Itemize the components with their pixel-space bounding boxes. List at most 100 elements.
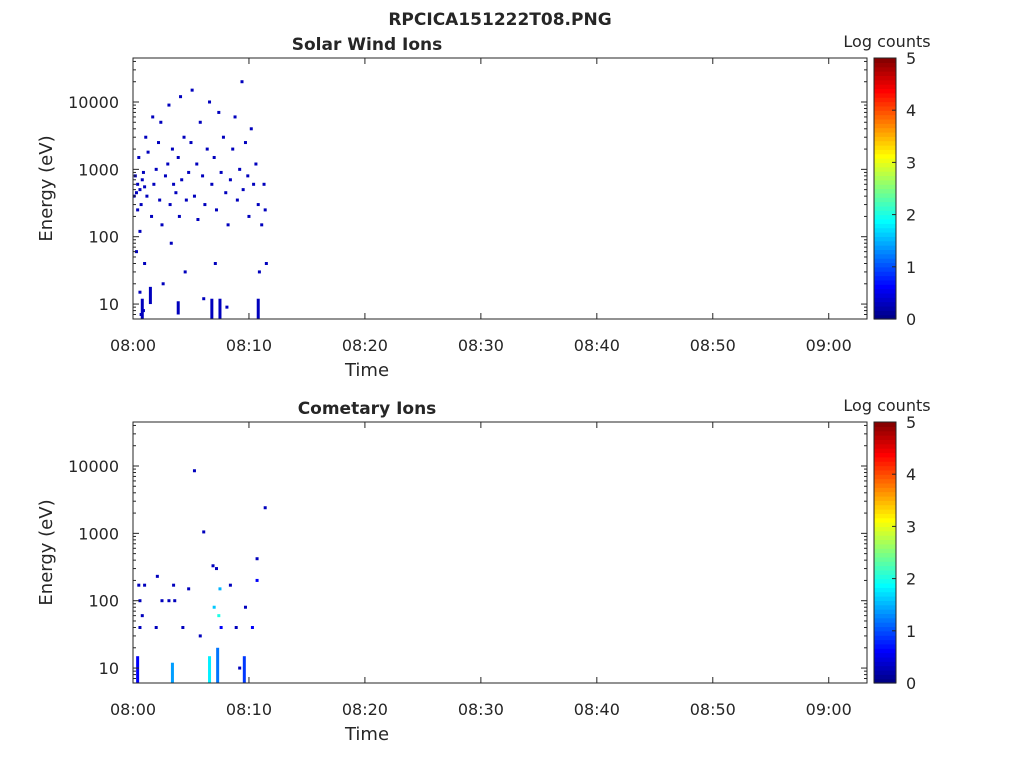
page-title: RPCICA151222T08.PNG [388, 10, 611, 30]
data-cell [257, 270, 261, 274]
colorbar-swatch [874, 192, 896, 198]
colorbar-label: Log counts [843, 32, 930, 51]
colorbar-swatch [874, 110, 896, 116]
data-cell [143, 185, 147, 189]
colorbar-swatch [874, 604, 896, 610]
data-column [210, 298, 214, 319]
colorbar-swatch [874, 478, 896, 484]
x-tick-label: 08:50 [690, 336, 736, 355]
colorbar-swatch [874, 561, 896, 567]
colorbar-swatch [874, 292, 896, 298]
colorbar-swatch [874, 548, 896, 554]
data-cell [211, 564, 215, 568]
colorbar-swatch [874, 500, 896, 506]
colorbar-swatch [874, 258, 896, 264]
data-cell [154, 167, 158, 171]
colorbar-swatch [874, 136, 896, 142]
colorbar-swatch [874, 652, 896, 658]
data-cell [249, 127, 253, 131]
data-cell [139, 203, 143, 207]
plot-frame [132, 57, 868, 320]
data-cell [241, 188, 245, 192]
colorbar-tick-label: 0 [906, 674, 916, 693]
data-cell [184, 198, 188, 202]
data-cell [250, 626, 254, 630]
colorbar-swatch [874, 240, 896, 246]
colorbar-swatch [874, 439, 896, 445]
data-column [256, 298, 260, 319]
data-cell [217, 110, 221, 114]
data-cell [202, 530, 206, 534]
data-cell [224, 191, 228, 195]
colorbar-swatch [874, 271, 896, 277]
data-cell [213, 262, 217, 266]
data-cell [173, 599, 177, 603]
data-cell [182, 135, 186, 139]
colorbar-swatch [874, 210, 896, 216]
data-cell [160, 599, 164, 603]
chart-panel-1: 08:00 08:10 08:20 08:30 08:40 08:50 09:0010100… [36, 32, 931, 381]
colorbar-swatch [874, 530, 896, 536]
data-cell [256, 203, 260, 207]
colorbar-swatch [874, 184, 896, 190]
data-cell [161, 282, 165, 286]
data-cell [138, 188, 142, 192]
data-cell [136, 182, 140, 186]
colorbar-swatch [874, 587, 896, 593]
colorbar-swatch [874, 491, 896, 497]
colorbar-swatch [874, 218, 896, 224]
colorbar-swatch [874, 236, 896, 242]
data-cell [262, 182, 266, 186]
colorbar-swatch [874, 266, 896, 272]
data-cell [214, 567, 218, 571]
x-tick-label: 08:40 [574, 700, 620, 719]
colorbar-swatch [874, 569, 896, 575]
data-cell [163, 174, 167, 178]
data-column [176, 301, 180, 315]
x-tick-label: 08:20 [342, 700, 388, 719]
data-cell [212, 155, 216, 159]
colorbar-swatch [874, 435, 896, 440]
plot-frame [132, 421, 868, 684]
data-cell [137, 583, 141, 587]
data-cell [167, 103, 171, 107]
data-cell [255, 557, 259, 561]
data-cell [157, 141, 161, 145]
y-tick-label: 10000 [68, 93, 119, 112]
colorbar-swatch [874, 678, 896, 684]
colorbar-swatch [874, 66, 896, 72]
data-cell [208, 100, 212, 104]
data-cell [134, 250, 138, 254]
colorbar-swatch [874, 223, 896, 229]
colorbar-swatch [874, 661, 896, 667]
colorbar-swatch [874, 227, 896, 233]
y-tick-label: 10 [99, 295, 119, 314]
data-cell [238, 666, 242, 670]
y-axis-label: Energy (eV) [36, 499, 57, 605]
data-cell [246, 174, 250, 178]
data-cell [172, 182, 176, 186]
colorbar-swatch [874, 301, 896, 307]
data-column [148, 286, 152, 305]
colorbar-swatch [874, 140, 896, 146]
colorbar-swatch [874, 422, 896, 427]
colorbar-swatch [874, 430, 896, 436]
colorbar-swatch [874, 118, 896, 124]
data-cell [187, 170, 191, 174]
colorbar-swatch [874, 630, 896, 636]
data-cell [219, 626, 223, 630]
colorbar-swatch [874, 639, 896, 645]
colorbar-swatch [874, 79, 896, 85]
colorbar-tick-label: 2 [906, 206, 916, 225]
colorbar-swatch [874, 127, 896, 133]
data-cell [136, 208, 140, 212]
colorbar-frame [873, 421, 897, 684]
colorbar-tick-label: 4 [906, 101, 916, 120]
data-cell [263, 506, 267, 510]
data-cell [228, 583, 232, 587]
x-tick-label: 08:20 [342, 336, 388, 355]
colorbar-swatch [874, 175, 896, 181]
colorbar-swatch [874, 249, 896, 255]
data-cell [190, 88, 194, 92]
data-cell [166, 162, 170, 166]
